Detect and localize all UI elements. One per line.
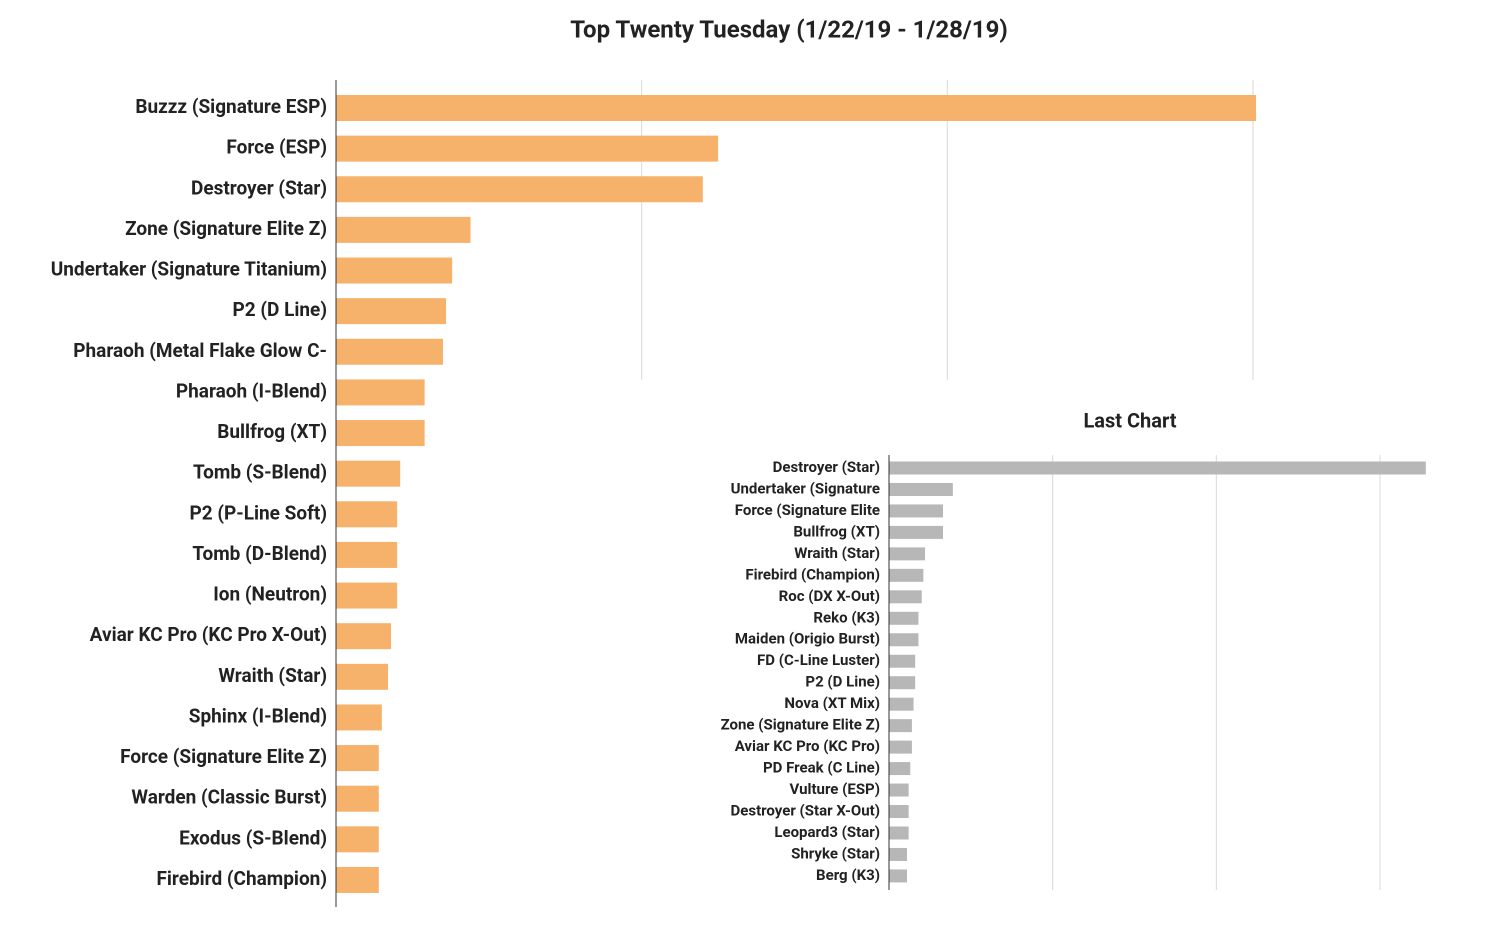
chart-title: Last Chart bbox=[1083, 408, 1176, 432]
category-label: Bullfrog (XT) bbox=[217, 420, 327, 443]
bar bbox=[336, 541, 398, 568]
bar bbox=[336, 176, 703, 203]
category-label: Bullfrog (XT) bbox=[793, 522, 880, 540]
category-label: Force (ESP) bbox=[226, 136, 327, 159]
bar bbox=[889, 697, 914, 711]
bar bbox=[889, 676, 916, 690]
bar bbox=[336, 420, 425, 447]
inset-background bbox=[700, 400, 1490, 900]
category-label: Aviar KC Pro (KC Pro X-Out) bbox=[90, 623, 327, 646]
bar bbox=[889, 805, 909, 819]
bar bbox=[889, 504, 944, 518]
category-label: Undertaker (Signature Titanium) bbox=[51, 258, 327, 281]
category-label: Shryke (Star) bbox=[791, 844, 880, 862]
category-label: Leopard3 (Star) bbox=[774, 823, 880, 841]
bar bbox=[336, 745, 379, 772]
bar bbox=[336, 135, 719, 162]
bar bbox=[336, 257, 453, 284]
bar bbox=[889, 461, 1426, 475]
category-label: Pharaoh (Metal Flake Glow C- bbox=[73, 339, 327, 362]
category-label: Aviar KC Pro (KC Pro) bbox=[735, 737, 880, 755]
category-label: Tomb (D-Blend) bbox=[192, 542, 327, 565]
bar bbox=[336, 501, 398, 528]
bar bbox=[889, 719, 912, 733]
category-label: Destroyer (Star) bbox=[191, 176, 327, 199]
bar bbox=[889, 762, 911, 776]
bar bbox=[889, 783, 909, 797]
bar bbox=[889, 869, 908, 883]
category-label: Nova (XT Mix) bbox=[784, 694, 880, 712]
bar bbox=[336, 785, 379, 812]
bar bbox=[889, 654, 916, 668]
category-label: Reko (K3) bbox=[813, 608, 880, 626]
category-label: FD (C-Line Luster) bbox=[757, 651, 880, 669]
bar bbox=[889, 611, 919, 625]
bar bbox=[336, 663, 388, 690]
category-label: Destroyer (Star X-Out) bbox=[731, 801, 880, 819]
category-label: Wraith (Star) bbox=[218, 664, 327, 687]
category-label: P2 (D Line) bbox=[805, 673, 880, 691]
bar bbox=[336, 216, 471, 243]
category-label: Tomb (S-Blend) bbox=[193, 461, 327, 484]
category-label: Zone (Signature Elite Z) bbox=[125, 217, 327, 240]
category-label: PD Freak (C Line) bbox=[763, 759, 880, 777]
category-label: P2 (D Line) bbox=[233, 298, 327, 321]
bar bbox=[889, 525, 944, 539]
bar bbox=[336, 298, 447, 325]
category-label: Force (Signature Elite Z) bbox=[120, 745, 327, 768]
category-label: Pharaoh (I-Blend) bbox=[176, 379, 327, 402]
bar bbox=[336, 826, 379, 853]
category-label: Vulture (ESP) bbox=[790, 780, 880, 798]
bar bbox=[889, 633, 919, 647]
bar bbox=[336, 95, 1257, 121]
bar bbox=[336, 704, 382, 731]
category-label: Force (Signature Elite bbox=[735, 501, 880, 519]
bar bbox=[889, 547, 926, 561]
category-label: Maiden (Origio Burst) bbox=[735, 630, 880, 648]
bar bbox=[889, 482, 953, 496]
bar bbox=[336, 623, 392, 650]
bar bbox=[889, 847, 908, 861]
bar bbox=[336, 338, 443, 365]
bar bbox=[889, 740, 912, 754]
bar bbox=[336, 866, 379, 893]
bar bbox=[889, 826, 909, 840]
category-label: Destroyer (Star) bbox=[773, 458, 880, 476]
category-label: Zone (Signature Elite Z) bbox=[721, 716, 880, 734]
category-label: P2 (P-Line Soft) bbox=[189, 501, 327, 524]
category-label: Buzzz (Signature ESP) bbox=[135, 95, 327, 118]
bar bbox=[889, 568, 924, 582]
category-label: Sphinx (I-Blend) bbox=[189, 704, 327, 727]
category-label: Firebird (Champion) bbox=[745, 565, 880, 583]
bar bbox=[336, 460, 401, 487]
bar bbox=[336, 582, 398, 609]
bar bbox=[889, 590, 922, 604]
category-label: Warden (Classic Burst) bbox=[131, 786, 327, 809]
category-label: Wraith (Star) bbox=[794, 544, 880, 562]
category-label: Firebird (Champion) bbox=[156, 867, 327, 890]
category-label: Berg (K3) bbox=[816, 866, 880, 884]
category-label: Ion (Neutron) bbox=[213, 583, 327, 606]
category-label: Undertaker (Signature bbox=[731, 479, 880, 497]
category-label: Roc (DX X-Out) bbox=[779, 587, 880, 605]
chart-title: Top Twenty Tuesday (1/22/19 - 1/28/19) bbox=[570, 15, 1008, 43]
category-label: Exodus (S-Blend) bbox=[179, 826, 327, 849]
bar bbox=[336, 379, 425, 406]
